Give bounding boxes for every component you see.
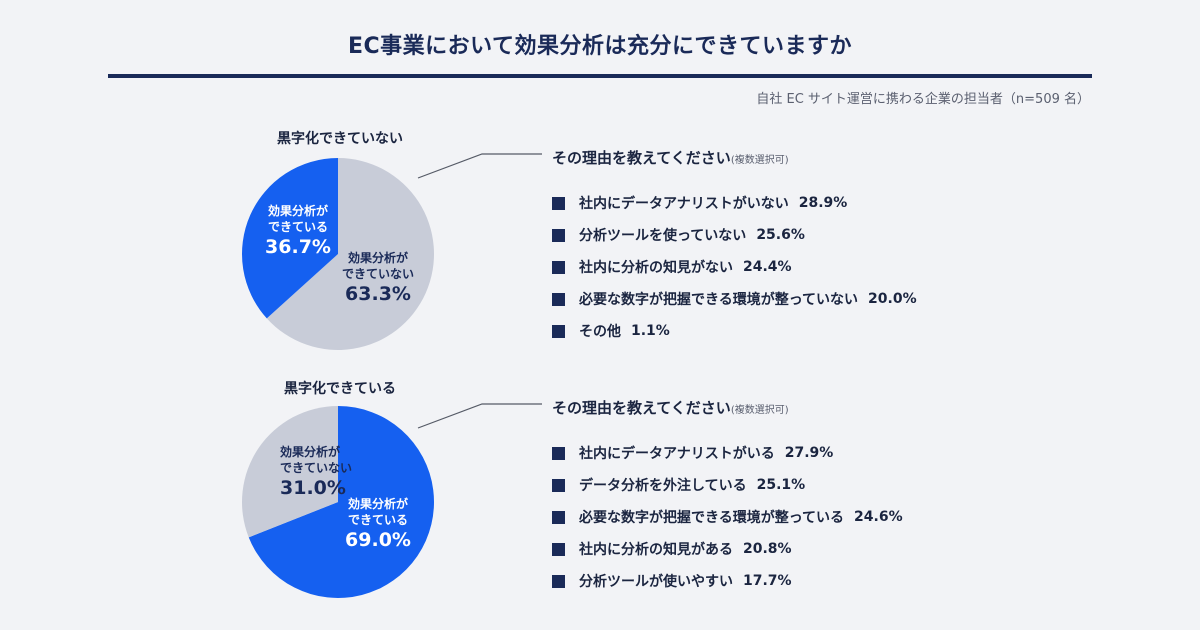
reason-2-item-4-value: 17.7% bbox=[743, 573, 792, 589]
reason-2-item-2-label: 必要な数字が把握できる環境が整っている bbox=[579, 510, 845, 526]
reason-1-item-3-value: 20.0% bbox=[868, 291, 917, 307]
reason-list-2: 社内にデータアナリストがいる 27.9% データ分析を外注している 25.1% 必要な数… bbox=[552, 437, 903, 597]
reason-2-item-0: 社内にデータアナリストがいる 27.9% bbox=[552, 437, 903, 469]
pie-2-slice-0 bbox=[248, 406, 434, 598]
reason-2-item-3-value: 20.8% bbox=[743, 541, 792, 557]
reason-2-item-2: 必要な数字が把握できる環境が整っている 24.6% bbox=[552, 501, 903, 533]
pie-2-slice-1-label: できていない bbox=[280, 461, 352, 475]
reason-1-item-2-label: 社内に分析の知見がない bbox=[579, 260, 733, 276]
reason-2-item-3: 社内に分析の知見がある 20.8% bbox=[552, 533, 903, 565]
pie-2-title: 黒字化できている bbox=[284, 381, 396, 397]
pie-2-slice-0-label: できている bbox=[348, 513, 408, 527]
square-bullet-icon bbox=[552, 228, 565, 242]
pie-2-slice-1-label: 効果分析が bbox=[280, 444, 340, 459]
pie-1-slice-1 bbox=[241, 158, 338, 319]
square-bullet-icon bbox=[552, 260, 565, 274]
reason-heading-1-note: (複数選択可) bbox=[730, 155, 789, 166]
square-bullet-icon bbox=[552, 542, 565, 556]
reason-1-item-1: 分析ツールを使っていない 25.6% bbox=[552, 219, 917, 251]
reason-heading-2: その理由を教えてください(複数選択可) bbox=[552, 397, 789, 418]
pie-1-title: 黒字化できていない bbox=[277, 131, 403, 147]
reason-heading-1-text: その理由を教えてください bbox=[552, 149, 731, 167]
pie-1-slice-0-label: できていない bbox=[342, 267, 414, 281]
reason-1-item-2-value: 24.4% bbox=[743, 259, 792, 275]
pie-1-slice-1-label: 効果分析が bbox=[268, 203, 328, 218]
reason-1-item-4-label: その他 bbox=[579, 324, 621, 340]
reason-2-item-1-label: データ分析を外注している bbox=[579, 478, 747, 494]
reason-2-item-4: 分析ツールが使いやすい 17.7% bbox=[552, 565, 903, 597]
reason-2-item-0-label: 社内にデータアナリストがいる bbox=[579, 446, 775, 462]
reason-2-item-3-label: 社内に分析の知見がある bbox=[579, 542, 733, 558]
reason-heading-2-note: (複数選択可) bbox=[730, 405, 789, 416]
reason-1-item-3: 必要な数字が把握できる環境が整っていない 20.0% bbox=[552, 283, 917, 315]
square-bullet-icon bbox=[552, 446, 565, 460]
reason-heading-2-text: その理由を教えてください bbox=[552, 399, 731, 417]
square-bullet-icon bbox=[552, 292, 565, 306]
reason-1-item-2: 社内に分析の知見がない 24.4% bbox=[552, 251, 917, 283]
leader-line-2 bbox=[417, 403, 542, 429]
reason-2-item-1: データ分析を外注している 25.1% bbox=[552, 469, 903, 501]
pie-1-slice-1-label: できている bbox=[268, 220, 328, 234]
chart-title: EC事業において効果分析は充分にできていますか bbox=[347, 34, 852, 59]
square-bullet-icon bbox=[552, 510, 565, 524]
reason-list-1: 社内にデータアナリストがいない 28.9% 分析ツールを使っていない 25.6% 社内に… bbox=[552, 187, 917, 347]
reason-1-item-4: その他 1.1% bbox=[552, 315, 917, 347]
pie-2-slice-1-value: 31.0% bbox=[280, 477, 346, 499]
reason-1-item-1-label: 分析ツールを使っていない bbox=[579, 228, 747, 244]
sample-note: 自社 EC サイト運営に携わる企業の担当者（n=509 名） bbox=[756, 92, 1090, 107]
reason-2-item-2-value: 24.6% bbox=[854, 509, 903, 525]
reason-2-item-0-value: 27.9% bbox=[784, 445, 834, 461]
square-bullet-icon bbox=[552, 196, 565, 210]
pie-1-slice-1-value: 36.7% bbox=[265, 236, 331, 258]
pie-1-slice-0-value: 63.3% bbox=[345, 283, 411, 305]
square-bullet-icon bbox=[552, 324, 565, 338]
leader-line-1 bbox=[417, 153, 542, 179]
pie-2-slice-0-label: 効果分析が bbox=[348, 496, 408, 511]
reason-heading-1: その理由を教えてください(複数選択可) bbox=[552, 147, 789, 168]
pie-1-slice-0-label: 効果分析が bbox=[348, 250, 408, 265]
pie-1-slice-0 bbox=[266, 158, 434, 350]
reason-1-item-0-value: 28.9% bbox=[798, 195, 848, 211]
square-bullet-icon bbox=[552, 478, 565, 492]
reason-2-item-4-label: 分析ツールが使いやすい bbox=[579, 574, 733, 590]
reason-1-item-1-value: 25.6% bbox=[756, 227, 805, 243]
reason-2-item-1-value: 25.1% bbox=[756, 477, 806, 493]
reason-1-item-3-label: 必要な数字が把握できる環境が整っていない bbox=[579, 292, 859, 308]
reason-1-item-0: 社内にデータアナリストがいない 28.9% bbox=[552, 187, 917, 219]
pie-2-slice-0-value: 69.0% bbox=[345, 529, 411, 551]
title-divider bbox=[108, 74, 1092, 78]
square-bullet-icon bbox=[552, 574, 565, 588]
pie-2-slice-1 bbox=[242, 406, 338, 538]
reason-1-item-4-value: 1.1% bbox=[631, 323, 670, 339]
reason-1-item-0-label: 社内にデータアナリストがいない bbox=[579, 196, 789, 212]
